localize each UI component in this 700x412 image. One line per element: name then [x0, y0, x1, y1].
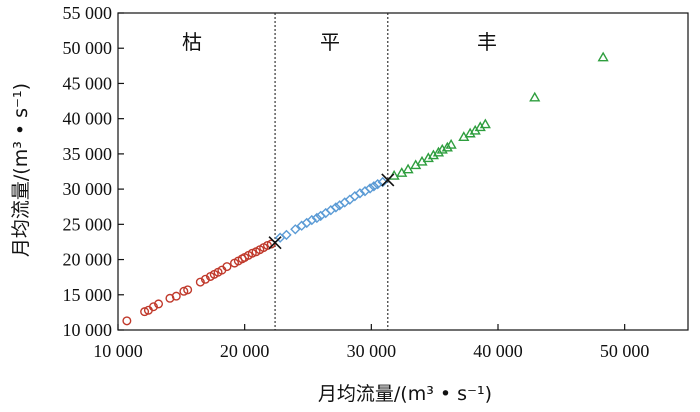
- x-tick-label: 10 000: [93, 341, 143, 361]
- data-point: [422, 152, 434, 163]
- data-point: [311, 212, 323, 224]
- data-point: [154, 299, 164, 309]
- data-point: [474, 121, 486, 132]
- y-tick-label: 15 000: [63, 285, 113, 305]
- data-point: [464, 127, 476, 138]
- data-point: [364, 183, 376, 194]
- y-tick-label: 20 000: [63, 250, 113, 270]
- y-axis-title: 月均流量/(m³ • s⁻¹): [10, 83, 32, 257]
- data-point: [372, 178, 383, 190]
- data-point: [479, 118, 491, 129]
- data-point: [290, 224, 301, 235]
- y-tick-label: 35 000: [63, 144, 113, 164]
- data-point: [330, 202, 342, 213]
- data-point: [445, 138, 457, 149]
- data-point: [354, 188, 366, 199]
- data-point: [427, 149, 440, 160]
- data-point: [597, 51, 609, 62]
- y-tick-label: 50 000: [63, 38, 113, 58]
- data-point: [432, 146, 445, 157]
- data-point: [183, 285, 193, 295]
- boundary-cross-marker: [381, 173, 395, 187]
- y-tick-label: 10 000: [63, 320, 113, 340]
- data-point: [122, 316, 132, 326]
- y-tick-label: 55 000: [63, 3, 113, 23]
- data-point: [306, 214, 317, 226]
- y-tick-label: 25 000: [63, 214, 113, 234]
- y-tick-label: 30 000: [63, 179, 113, 199]
- cross-stroke: [381, 173, 395, 187]
- data-point: [441, 141, 453, 152]
- data-point: [222, 262, 232, 272]
- x-tick-label: 40 000: [473, 341, 523, 361]
- data-point: [266, 239, 276, 249]
- region-label: 枯: [182, 30, 202, 54]
- x-axis-title: 月均流量/(m³ • s⁻¹): [318, 383, 492, 405]
- data-point: [368, 181, 380, 192]
- plot-frame: [117, 12, 689, 331]
- data-point: [148, 302, 158, 312]
- boundary-cross-marker: [268, 236, 282, 250]
- data-point: [171, 291, 181, 301]
- y-tick-label: 45 000: [63, 73, 113, 93]
- data-point: [195, 277, 205, 287]
- data-point: [529, 91, 541, 102]
- data-point: [377, 176, 388, 188]
- data-point: [200, 274, 210, 284]
- x-tick-label: 30 000: [347, 341, 397, 361]
- cross-stroke: [268, 236, 282, 250]
- region-label: 丰: [477, 30, 497, 54]
- y-tick-label: 40 000: [63, 109, 113, 129]
- x-tick-label: 50 000: [600, 341, 650, 361]
- region-label: 平: [320, 30, 340, 54]
- data-point: [281, 229, 292, 241]
- x-tick-label: 20 000: [220, 341, 270, 361]
